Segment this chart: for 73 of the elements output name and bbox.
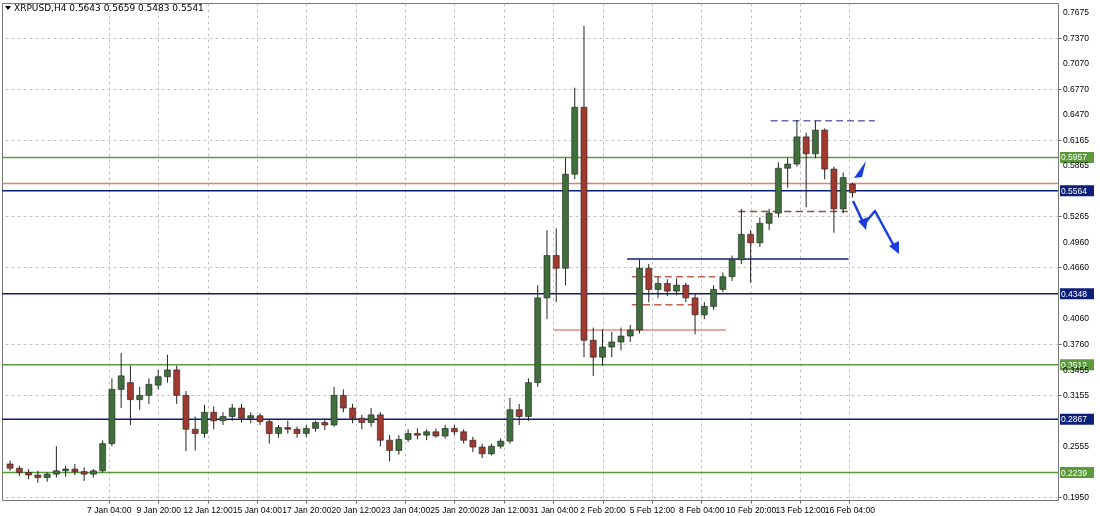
candlestick xyxy=(728,255,736,282)
candlestick xyxy=(515,403,523,426)
x-tick-label: 28 Jan 12:00 xyxy=(479,504,530,515)
chart-title: XRPUSD,H4 0.5643 0.5659 0.5483 0.5541 xyxy=(14,3,204,13)
x-tick-label: 20 Jan 12:00 xyxy=(331,504,382,515)
candlestick xyxy=(747,229,754,284)
candlestick xyxy=(191,416,199,451)
y-tick-label: 0.4960 xyxy=(1063,236,1090,247)
y-tick-label: 0.6470 xyxy=(1063,109,1090,120)
y-tick-label: 0.7675 xyxy=(1063,6,1090,17)
x-tick-label: 31 Jan 04:00 xyxy=(529,504,579,515)
x-tick-label: 16 Feb 04:00 xyxy=(824,504,876,515)
x-tick-label: 25 Jan 20:00 xyxy=(430,504,480,515)
candlestick xyxy=(53,445,60,479)
y-tick-label: 0.5865 xyxy=(1063,160,1090,171)
candlestick xyxy=(608,331,616,358)
x-tick-label: 2 Feb 20:00 xyxy=(580,504,626,515)
candlestick xyxy=(617,327,625,351)
x-tick-label: 10 Feb 20:00 xyxy=(726,504,777,515)
x-tick-label: 5 Feb 12:00 xyxy=(629,504,676,515)
candlestick xyxy=(691,293,699,335)
y-tick-label: 0.4660 xyxy=(1063,262,1090,273)
y-tick-label: 0.4060 xyxy=(1063,313,1090,324)
x-tick-label: 15 Jan 04:00 xyxy=(232,504,283,515)
candlestick xyxy=(812,120,819,159)
y-tick-label: 0.2555 xyxy=(1063,440,1090,451)
candlestick xyxy=(238,403,245,423)
y-tick-label: 0.6770 xyxy=(1063,83,1090,94)
ref-line-label: 0.5957 xyxy=(1061,152,1088,163)
y-tick-label: 0.3155 xyxy=(1063,389,1090,400)
ref-line-label: 0.2867 xyxy=(1061,414,1088,425)
candlestick xyxy=(265,419,273,445)
x-tick-label: 13 Feb 12:00 xyxy=(775,504,826,515)
y-tick-label: 0.3760 xyxy=(1063,338,1090,349)
candlestick xyxy=(127,365,134,426)
candlestick xyxy=(589,327,597,377)
ref-line-label: 0.4348 xyxy=(1061,288,1088,299)
y-tick-label: 0.7070 xyxy=(1063,58,1090,69)
candlestick xyxy=(219,411,227,426)
candlestick xyxy=(654,276,662,299)
y-tick-label: 0.5265 xyxy=(1063,211,1090,222)
candlestick xyxy=(201,404,208,439)
x-tick-label: 7 Jan 04:00 xyxy=(87,504,132,515)
y-tick-label: 0.1950 xyxy=(1063,492,1090,503)
candlestick xyxy=(784,157,791,189)
x-tick-label: 17 Jan 20:00 xyxy=(282,504,332,515)
candlestick xyxy=(599,328,606,367)
candlestick xyxy=(802,132,810,208)
candlestick xyxy=(367,407,375,428)
y-tick-label: 0.7370 xyxy=(1063,32,1090,43)
candlestick xyxy=(552,227,560,303)
x-tick-label: 12 Jan 12:00 xyxy=(183,504,233,515)
x-tick-label: 8 Feb 04:00 xyxy=(679,504,725,515)
candlestick xyxy=(386,434,393,462)
candlestick xyxy=(719,271,727,293)
x-tick-label: 23 Jan 04:00 xyxy=(380,504,431,515)
candlestick xyxy=(682,282,690,303)
candlestick xyxy=(164,354,171,384)
ref-line-label: 0.5564 xyxy=(1061,185,1088,196)
candlestick xyxy=(710,284,717,311)
candlestick xyxy=(340,388,347,413)
candlestick xyxy=(293,426,301,439)
candlestick xyxy=(645,263,653,303)
x-tick-label: 9 Jan 20:00 xyxy=(136,504,182,515)
candlestick xyxy=(469,436,477,453)
ref-line-label: 0.2239 xyxy=(1061,467,1088,478)
candlestick xyxy=(136,386,143,411)
candlestick xyxy=(349,403,356,424)
candlestick xyxy=(210,405,218,430)
candlestick xyxy=(145,377,153,405)
candlestick xyxy=(154,369,162,390)
y-tick-label: 0.6165 xyxy=(1063,134,1090,145)
candlestick xyxy=(117,352,125,409)
